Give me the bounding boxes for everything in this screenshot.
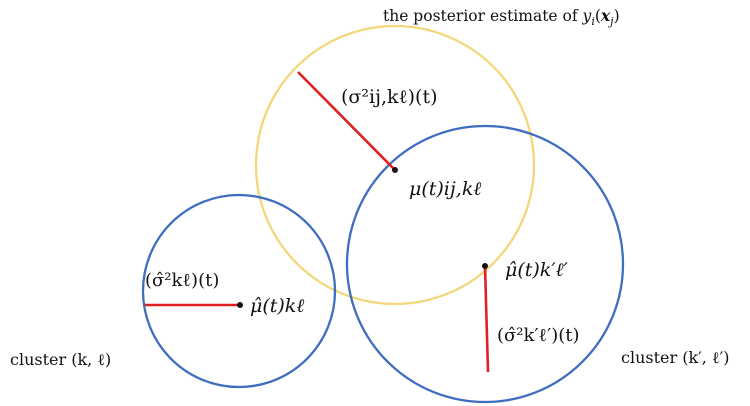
title: the posterior estimate of yi(xj) bbox=[383, 6, 620, 28]
cluster-left-label: cluster (k, ℓ) bbox=[10, 350, 111, 369]
posterior-center-point bbox=[392, 167, 398, 173]
title-y: y bbox=[582, 7, 592, 25]
cluster-right-radius-line bbox=[483, 265, 490, 373]
cluster-left-center-point bbox=[237, 302, 243, 308]
title-i: i bbox=[591, 15, 595, 28]
title-open-paren: ( bbox=[595, 7, 601, 25]
cluster-right-radius-label: (σ̂²k′ℓ′)(t) bbox=[497, 325, 580, 346]
title-x: x bbox=[600, 6, 611, 25]
cluster-right-label: cluster (k′, ℓ′) bbox=[621, 348, 730, 367]
cluster-right-center-label: μ̂(t)k′ℓ′ bbox=[505, 259, 569, 281]
cluster-left-center-label: μ̂(t)kℓ bbox=[250, 295, 304, 317]
title-prefix: the posterior estimate of bbox=[383, 7, 583, 25]
title-j: j bbox=[607, 15, 614, 28]
cluster-right-circle bbox=[345, 124, 625, 404]
cluster-left-circle bbox=[141, 193, 337, 389]
title-close-paren: ) bbox=[614, 7, 620, 25]
posterior-circle bbox=[254, 24, 536, 306]
posterior-radius-label: (σ²ij,kℓ)(t) bbox=[341, 86, 438, 108]
posterior-center-label: μ(t)ij,kℓ bbox=[409, 178, 481, 200]
cluster-right-center-point bbox=[482, 263, 488, 269]
posterior-radius-line bbox=[297, 71, 396, 171]
cluster-left-radius-label: (σ̂²kℓ)(t) bbox=[145, 270, 219, 291]
